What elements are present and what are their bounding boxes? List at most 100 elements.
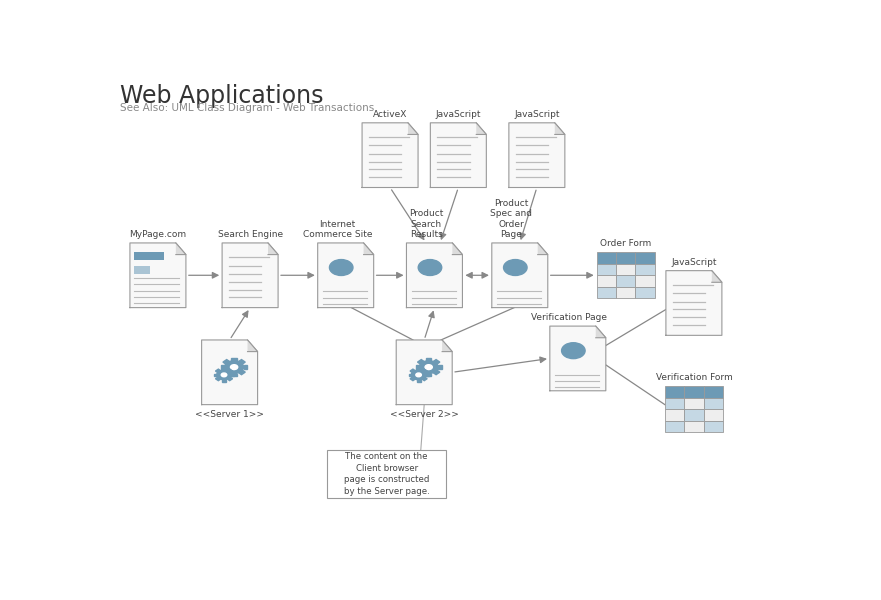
Bar xyxy=(665,409,685,421)
Polygon shape xyxy=(222,380,226,382)
Polygon shape xyxy=(408,123,418,134)
Text: See Also: UML Class Diagram - Web Transactions: See Also: UML Class Diagram - Web Transa… xyxy=(121,103,374,113)
Polygon shape xyxy=(410,369,415,373)
Text: Verification Page: Verification Page xyxy=(531,313,607,322)
Text: MyPage.com: MyPage.com xyxy=(130,230,187,239)
Polygon shape xyxy=(406,243,463,308)
Bar xyxy=(616,252,635,264)
Text: Product
Search
Results: Product Search Results xyxy=(409,209,443,239)
Bar xyxy=(665,421,685,433)
Polygon shape xyxy=(232,374,237,376)
Text: Order Form: Order Form xyxy=(600,239,651,248)
Polygon shape xyxy=(555,123,565,134)
Bar xyxy=(665,386,685,398)
Circle shape xyxy=(221,373,226,377)
Polygon shape xyxy=(452,243,463,254)
Polygon shape xyxy=(227,369,233,373)
Bar xyxy=(685,398,704,409)
Polygon shape xyxy=(712,271,722,283)
Text: The content on the
Client browser
page is constructed
by the Server page.: The content on the Client browser page i… xyxy=(344,452,430,496)
Polygon shape xyxy=(418,359,424,364)
Polygon shape xyxy=(364,243,374,254)
Polygon shape xyxy=(232,374,234,376)
Polygon shape xyxy=(202,340,257,404)
Circle shape xyxy=(425,365,433,370)
Polygon shape xyxy=(268,243,278,254)
Polygon shape xyxy=(596,326,606,338)
Polygon shape xyxy=(433,370,440,374)
Bar xyxy=(135,252,164,260)
Text: Verification Form: Verification Form xyxy=(655,373,732,382)
Bar xyxy=(596,252,616,264)
Circle shape xyxy=(231,365,238,370)
Circle shape xyxy=(418,260,441,275)
Polygon shape xyxy=(509,123,565,187)
Bar xyxy=(596,275,616,287)
Text: Web Applications: Web Applications xyxy=(121,83,324,107)
Bar xyxy=(704,386,723,398)
Bar xyxy=(635,287,655,298)
Polygon shape xyxy=(433,359,440,364)
Circle shape xyxy=(411,370,426,380)
Polygon shape xyxy=(232,358,237,361)
Polygon shape xyxy=(216,377,220,380)
Text: Product
Spec and
Order
Page: Product Spec and Order Page xyxy=(491,199,532,239)
Polygon shape xyxy=(410,377,415,380)
Circle shape xyxy=(225,361,244,374)
Polygon shape xyxy=(430,123,486,187)
Polygon shape xyxy=(417,380,420,382)
Polygon shape xyxy=(422,377,427,380)
Circle shape xyxy=(217,370,232,380)
Polygon shape xyxy=(239,370,245,374)
Bar xyxy=(635,264,655,275)
Text: ActiveX: ActiveX xyxy=(373,110,407,119)
Bar xyxy=(327,449,447,498)
Bar xyxy=(685,421,704,433)
Text: Search Engine: Search Engine xyxy=(218,230,283,239)
Bar xyxy=(616,287,635,298)
Polygon shape xyxy=(214,374,217,376)
Circle shape xyxy=(416,373,421,377)
Polygon shape xyxy=(176,243,186,254)
Text: <<Server 1>>: <<Server 1>> xyxy=(195,410,264,419)
Polygon shape xyxy=(438,365,441,369)
Polygon shape xyxy=(417,368,420,370)
Circle shape xyxy=(419,361,438,374)
Circle shape xyxy=(329,260,353,275)
Polygon shape xyxy=(239,359,245,364)
Polygon shape xyxy=(422,369,427,373)
Bar xyxy=(596,264,616,275)
Polygon shape xyxy=(221,365,225,369)
Polygon shape xyxy=(244,365,248,369)
Text: JavaScript: JavaScript xyxy=(515,110,559,119)
Polygon shape xyxy=(318,243,374,308)
Bar xyxy=(635,275,655,287)
Bar xyxy=(704,409,723,421)
Polygon shape xyxy=(418,370,424,374)
Polygon shape xyxy=(222,368,226,370)
Text: <<Server 2>>: <<Server 2>> xyxy=(389,410,459,419)
Bar xyxy=(135,266,150,274)
Polygon shape xyxy=(426,374,429,376)
Polygon shape xyxy=(409,374,411,376)
Bar xyxy=(704,421,723,433)
Polygon shape xyxy=(492,243,548,308)
Bar xyxy=(704,398,723,409)
Text: JavaScript: JavaScript xyxy=(671,258,716,267)
Polygon shape xyxy=(416,365,419,369)
Polygon shape xyxy=(477,123,486,134)
Polygon shape xyxy=(537,243,548,254)
Bar xyxy=(616,275,635,287)
Bar xyxy=(685,386,704,398)
Polygon shape xyxy=(362,123,418,187)
Bar xyxy=(616,264,635,275)
Polygon shape xyxy=(222,243,278,308)
Polygon shape xyxy=(550,326,606,391)
Bar xyxy=(596,287,616,298)
Polygon shape xyxy=(216,369,220,373)
Polygon shape xyxy=(426,374,432,376)
Polygon shape xyxy=(426,358,432,361)
Bar xyxy=(685,409,704,421)
Polygon shape xyxy=(130,243,186,308)
Text: Internet
Commerce Site: Internet Commerce Site xyxy=(302,220,372,239)
